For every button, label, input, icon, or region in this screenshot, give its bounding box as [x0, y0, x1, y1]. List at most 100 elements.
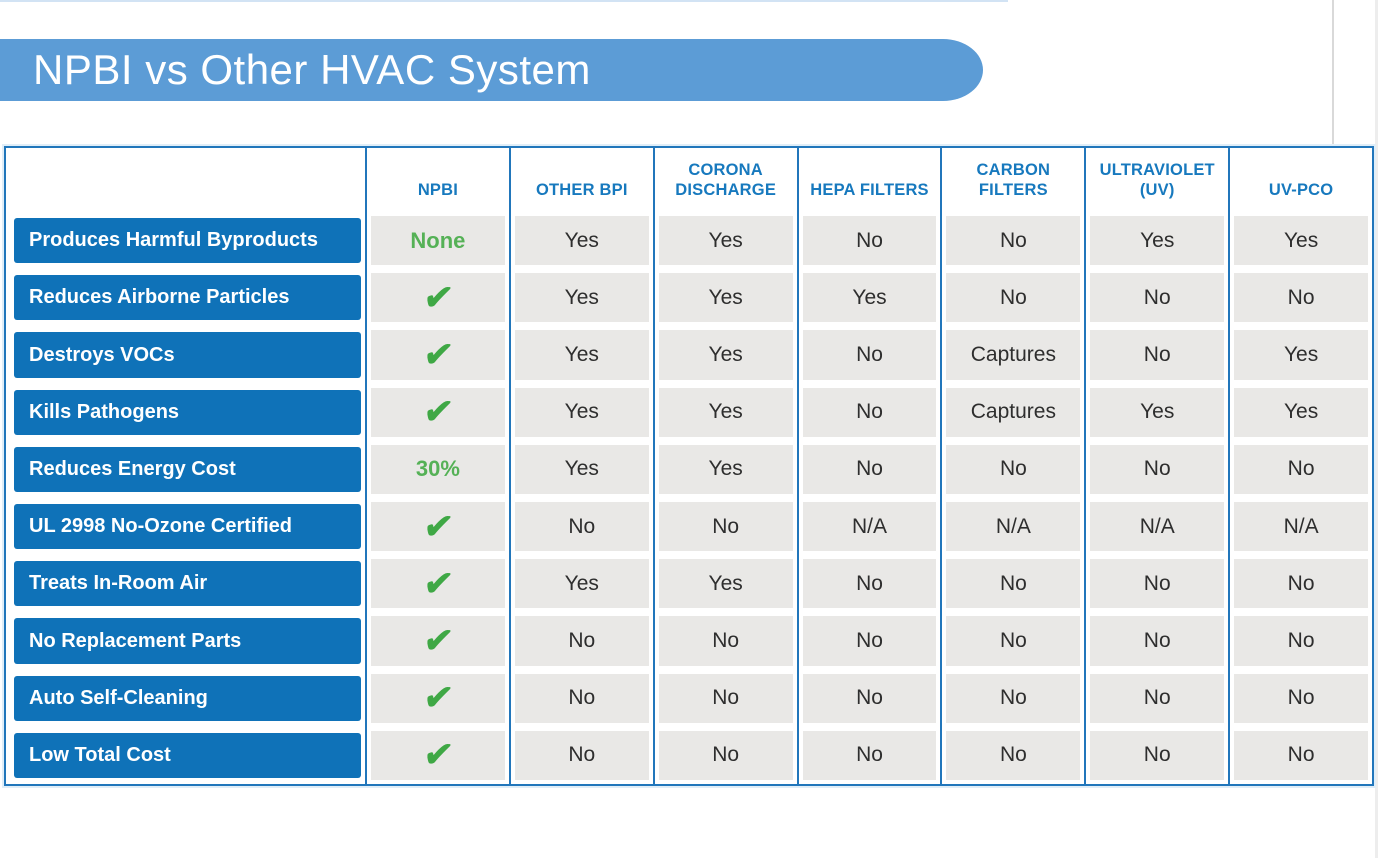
table-cell: Yes — [655, 555, 797, 612]
cell-value: No — [1090, 444, 1225, 495]
column-other-bpi: OTHER BPI Yes Yes Yes Yes Yes No Yes No No No — [508, 148, 653, 784]
check-icon: ✔ — [421, 393, 455, 432]
cell-value: No — [1090, 616, 1225, 666]
cell-value: N/A — [946, 502, 1081, 552]
hepa-filters-cells: No Yes No No No N/A No No No No — [799, 212, 941, 784]
table-cell: Yes — [511, 555, 653, 612]
cell-value: Yes — [658, 444, 793, 495]
cell-value: Yes — [514, 273, 649, 323]
table-cell: No — [799, 326, 941, 383]
table-cell: No — [1086, 670, 1228, 727]
table-cell: No — [799, 727, 941, 784]
table-cell: No — [942, 441, 1084, 498]
check-icon: ✔ — [421, 564, 455, 603]
table-cell: No — [942, 727, 1084, 784]
cell-value: No — [658, 502, 793, 552]
table-cell: Yes — [1086, 384, 1228, 441]
row-label: Reduces Airborne Particles — [29, 286, 290, 309]
cell-value: No — [946, 673, 1081, 723]
table-cell: Yes — [1230, 212, 1372, 269]
table-cell: No — [1086, 727, 1228, 784]
npbi-cell: ✔ — [367, 498, 509, 555]
table-cell: No — [1086, 612, 1228, 669]
check-icon: ✔ — [421, 336, 455, 374]
npbi-value: ✔ — [371, 730, 505, 781]
table-cell: No — [942, 269, 1084, 326]
column-ultraviolet-uv: ULTRAVIOLET (UV) Yes No No Yes No N/A No No No No — [1084, 148, 1228, 784]
row-label-bar: Kills Pathogens — [14, 389, 361, 435]
cell-value: No — [802, 673, 937, 723]
row-label-bar: No Replacement Parts — [14, 618, 361, 664]
column-hepa-filters: HEPA FILTERS No Yes No No No N/A No No No No — [796, 148, 941, 784]
column-npbi: NPBI None ✔ ✔ ✔ 30% ✔ ✔ ✔ ✔ ✔ — [365, 148, 509, 784]
row-label: Low Total Cost — [29, 743, 171, 766]
row-label-bar: UL 2998 No-Ozone Certified — [14, 504, 361, 550]
cell-value: No — [1090, 559, 1225, 609]
cell-value: No — [802, 444, 937, 495]
table-cell: Captures — [942, 384, 1084, 441]
npbi-value: ✔ — [371, 330, 505, 380]
column-header-other-bpi: OTHER BPI — [535, 181, 628, 200]
table-cell: Yes — [799, 269, 941, 326]
table-cell: N/A — [799, 498, 941, 555]
table-cell: No — [1230, 269, 1372, 326]
cell-value: No — [946, 616, 1081, 666]
cell-value: N/A — [1234, 502, 1369, 552]
npbi-cell: ✔ — [367, 555, 509, 612]
table-cell: No — [1086, 441, 1228, 498]
column-corona-discharge: CORONA DISCHARGE Yes Yes Yes Yes Yes No Yes No N… — [652, 148, 797, 784]
row-label-cell: UL 2998 No-Ozone Certified — [6, 498, 365, 555]
table-cell: No — [799, 670, 941, 727]
row-label: No Replacement Parts — [29, 629, 242, 652]
row-label: Produces Harmful Byproducts — [29, 229, 318, 252]
npbi-cell: ✔ — [367, 384, 509, 441]
cell-value: N/A — [802, 502, 937, 552]
table-cell: No — [511, 727, 653, 784]
npbi-text: 30% — [415, 456, 460, 482]
title-banner: NPBI vs Other HVAC System — [0, 39, 983, 101]
cell-value: No — [802, 387, 937, 437]
column-carbon-filters: CARBON FILTERS No No Captures Captures No N/A… — [940, 148, 1084, 784]
table-cell: No — [1230, 555, 1372, 612]
row-label-cell: Reduces Airborne Particles — [6, 269, 365, 326]
row-label: Reduces Energy Cost — [29, 457, 236, 480]
cell-value: No — [1090, 730, 1225, 781]
corona-discharge-cells: Yes Yes Yes Yes Yes No Yes No No No — [655, 212, 797, 784]
npbi-cell: None — [367, 212, 509, 269]
row-label-cell: Low Total Cost — [6, 727, 365, 784]
table-cell: No — [799, 441, 941, 498]
table-cell: No — [1086, 555, 1228, 612]
cell-value: No — [658, 616, 793, 666]
row-label-bar: Reduces Energy Cost — [14, 446, 361, 493]
check-icon: ✔ — [421, 736, 455, 775]
table-cell: Captures — [942, 326, 1084, 383]
table-cell: Yes — [511, 384, 653, 441]
cell-value: No — [946, 559, 1081, 609]
cell-value: No — [802, 330, 937, 380]
cell-value: Yes — [658, 330, 793, 380]
cell-value: Yes — [514, 387, 649, 437]
other-bpi-cells: Yes Yes Yes Yes Yes No Yes No No No — [511, 212, 653, 784]
column-uv-pco: UV-PCO Yes No Yes Yes No N/A No No No No — [1228, 148, 1372, 784]
npbi-value: 30% — [371, 444, 505, 495]
column-header-carbon-filters: CARBON FILTERS — [976, 160, 1051, 200]
column-header-hepa-filters: HEPA FILTERS — [810, 181, 929, 200]
table-cell: N/A — [1086, 498, 1228, 555]
cell-value: Yes — [658, 559, 793, 609]
cell-value: Yes — [514, 330, 649, 380]
cell-value: No — [1234, 273, 1369, 323]
table-cell: No — [942, 212, 1084, 269]
table-cell: No — [511, 670, 653, 727]
cell-value: No — [1090, 330, 1225, 380]
table-cell: No — [1230, 612, 1372, 669]
npbi-value: ✔ — [371, 273, 505, 323]
npbi-cell: ✔ — [367, 670, 509, 727]
table-cell: N/A — [1230, 498, 1372, 555]
table-cell: No — [942, 555, 1084, 612]
side-edge-artifact — [1332, 0, 1334, 146]
table-cell: Yes — [511, 326, 653, 383]
header-spacer — [6, 148, 365, 212]
table-cell: Yes — [655, 441, 797, 498]
table-cell: No — [942, 612, 1084, 669]
